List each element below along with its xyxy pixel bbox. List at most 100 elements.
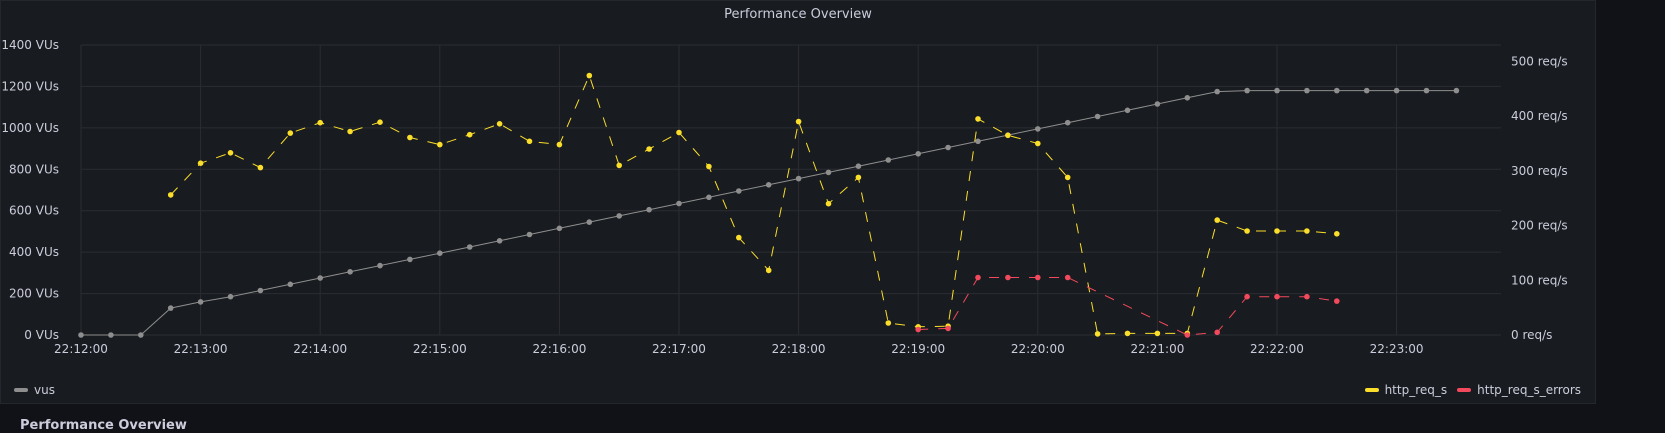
data-point-vus <box>1154 101 1161 107</box>
data-point-http-req-s <box>437 141 443 148</box>
data-point-vus <box>975 138 981 145</box>
legend-swatch-http-req-s <box>1364 388 1379 392</box>
series-line-http-req-s <box>170 74 1337 335</box>
data-point-vus <box>138 332 144 338</box>
y-left-tick-label: 1200 VUs <box>1 79 59 93</box>
data-point-http-req-s-errors <box>975 274 981 281</box>
y-left-tick-label: 400 VUs <box>9 245 59 259</box>
data-point-http-req-s <box>556 141 563 148</box>
x-tick-label: 22:16:00 <box>532 342 586 356</box>
data-point-http-req-s-errors <box>1334 298 1340 304</box>
y-right-tick-label: 0 req/s <box>1511 328 1552 342</box>
series-layer <box>78 72 1460 338</box>
data-point-vus <box>466 244 473 250</box>
data-point-http-req-s <box>1334 231 1340 237</box>
data-point-vus <box>795 175 802 182</box>
data-point-http-req-s <box>586 72 593 79</box>
data-point-http-req-s <box>1124 330 1131 337</box>
data-point-vus <box>108 332 114 338</box>
y-right-tick-label: 300 req/s <box>1511 164 1568 178</box>
data-point-vus <box>885 157 892 163</box>
data-point-http-req-s <box>1274 228 1280 234</box>
data-point-vus <box>1035 126 1041 132</box>
data-point-http-req-s <box>167 192 174 198</box>
data-point-vus <box>646 206 652 213</box>
data-point-http-req-s-errors <box>1274 293 1280 300</box>
data-point-http-req-s <box>1005 132 1011 139</box>
data-point-http-req-s <box>227 150 234 156</box>
data-point-vus <box>437 250 443 256</box>
data-point-vus <box>227 293 234 300</box>
data-point-vus <box>1184 95 1191 101</box>
legend-item-vus[interactable]: vus <box>14 383 55 397</box>
legend-label-http-req-s-errors: http_req_s_errors <box>1477 383 1581 397</box>
data-point-http-req-s-errors <box>1035 274 1041 281</box>
panel-title: Performance Overview <box>724 7 872 22</box>
data-point-vus <box>1094 113 1101 120</box>
data-point-http-req-s <box>1094 331 1101 337</box>
y-right-tick-label: 500 req/s <box>1511 54 1568 68</box>
data-point-vus <box>1393 87 1400 94</box>
data-point-http-req-s <box>765 267 772 274</box>
data-point-vus <box>347 269 353 275</box>
legend-swatch-vus <box>14 388 28 392</box>
data-point-http-req-s <box>1064 174 1071 181</box>
data-point-http-req-s <box>616 162 622 169</box>
data-point-http-req-s <box>825 200 832 207</box>
data-point-http-req-s-errors <box>1244 293 1250 300</box>
data-point-vus <box>1363 87 1370 94</box>
legend-label-http-req-s: http_req_s <box>1384 383 1448 397</box>
data-point-http-req-s-errors <box>945 325 951 332</box>
x-tick-label: 22:17:00 <box>652 342 706 356</box>
y-left-tick-label: 0 VUs <box>24 328 59 342</box>
legend-item-http-req-s[interactable]: http_req_s <box>1364 383 1448 397</box>
data-point-http-req-s <box>317 119 324 126</box>
data-point-http-req-s <box>496 121 503 127</box>
legend-left: vus <box>14 383 55 397</box>
y-left-tick-label: 1000 VUs <box>1 121 59 135</box>
legend-swatch-http-req-s-errors <box>1457 388 1472 392</box>
data-point-vus <box>167 305 174 311</box>
x-tick-label: 22:20:00 <box>1011 342 1065 356</box>
y-left-tick-label: 800 VUs <box>9 162 59 176</box>
data-point-http-req-s <box>377 119 383 125</box>
data-point-vus <box>1214 88 1220 95</box>
data-point-http-req-s <box>1214 217 1220 223</box>
data-point-vus <box>526 231 533 238</box>
data-point-http-req-s <box>975 116 981 122</box>
data-point-http-req-s <box>885 320 892 326</box>
data-point-vus <box>676 200 682 207</box>
data-point-vus <box>1334 87 1340 94</box>
data-point-http-req-s <box>1154 330 1161 337</box>
data-point-vus <box>257 287 264 294</box>
y-left-tick-label: 1400 VUs <box>1 38 59 52</box>
x-tick-label: 22:14:00 <box>293 342 347 356</box>
data-point-vus <box>1244 87 1250 94</box>
x-tick-label: 22:15:00 <box>413 342 467 356</box>
data-point-http-req-s-errors <box>1214 329 1220 336</box>
data-point-http-req-s <box>646 146 652 152</box>
data-point-http-req-s-errors <box>1304 293 1310 300</box>
data-point-vus <box>1124 107 1131 114</box>
data-point-http-req-s-errors <box>915 326 921 333</box>
legend-right: http_req_s http_req_s_errors <box>1364 383 1581 397</box>
data-point-vus <box>287 281 294 288</box>
x-tick-label: 22:22:00 <box>1250 342 1304 356</box>
data-point-vus <box>855 163 862 169</box>
data-point-vus <box>78 332 84 338</box>
data-point-vus <box>616 213 622 219</box>
data-point-vus <box>1304 87 1310 94</box>
line-chart[interactable]: 0 VUs 200 VUs 400 VUs 600 VUs 800 VUs 1000 VU… <box>1 1 1595 403</box>
data-point-vus <box>317 275 324 281</box>
data-point-http-req-s <box>1304 228 1310 234</box>
y-left-tick-label: 600 VUs <box>9 204 59 218</box>
x-tick-label: 22:19:00 <box>891 342 945 356</box>
data-point-vus <box>765 182 772 188</box>
data-point-http-req-s <box>706 163 712 170</box>
legend-item-http-req-s-errors[interactable]: http_req_s_errors <box>1457 383 1581 397</box>
data-point-http-req-s <box>1244 228 1250 234</box>
data-point-http-req-s-errors <box>1064 274 1071 281</box>
data-point-http-req-s-errors <box>1184 332 1191 338</box>
data-point-http-req-s <box>287 130 294 136</box>
data-point-vus <box>586 219 593 225</box>
